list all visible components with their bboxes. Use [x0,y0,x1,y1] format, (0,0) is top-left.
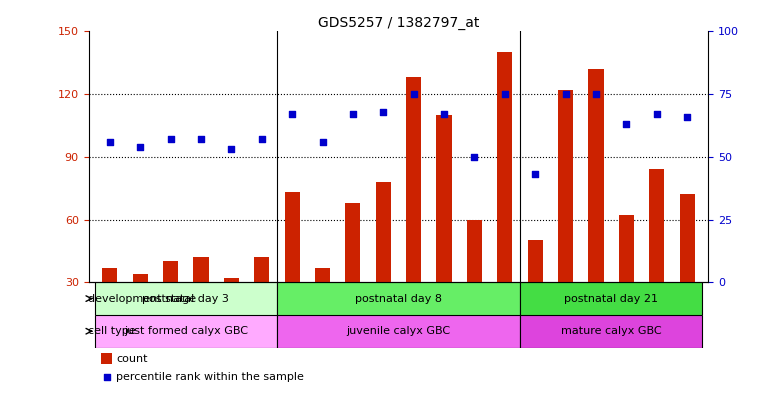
Point [529,171,541,178]
Point [104,139,116,145]
Text: cell type: cell type [88,326,136,336]
Bar [467,220,482,345]
Point [346,111,359,118]
Point [681,114,693,120]
Bar [101,353,112,364]
Point [590,91,602,97]
Bar [277,282,520,315]
Bar [497,52,512,345]
Bar [315,268,330,345]
Bar [619,215,634,345]
Point [468,154,480,160]
Text: postnatal day 21: postnatal day 21 [564,294,658,304]
Point [651,111,663,118]
Bar [285,193,300,345]
Bar [132,274,148,345]
Point [134,144,146,150]
Title: GDS5257 / 1382797_at: GDS5257 / 1382797_at [318,17,479,30]
Bar [406,77,421,345]
Text: just formed calyx GBC: just formed calyx GBC [124,326,248,336]
Bar [163,261,178,345]
Bar [193,257,209,345]
Bar [558,90,573,345]
Bar [376,182,391,345]
Point [438,111,450,118]
Bar [345,203,360,345]
Bar [102,268,117,345]
Bar [437,115,452,345]
Bar [224,278,239,345]
Text: count: count [116,354,148,364]
Point [377,108,390,115]
Point [560,91,572,97]
Bar [649,169,665,345]
Text: percentile rank within the sample: percentile rank within the sample [116,372,304,382]
Text: mature calyx GBC: mature calyx GBC [561,326,661,336]
Point [620,121,632,127]
Point [165,136,177,142]
Bar [520,315,702,347]
Bar [680,195,695,345]
Point [100,374,112,380]
Text: development stage: development stage [88,294,196,304]
Text: postnatal day 8: postnatal day 8 [355,294,442,304]
Point [407,91,420,97]
Bar [527,241,543,345]
Point [195,136,207,142]
Bar [95,282,277,315]
Point [316,139,329,145]
Bar [588,69,604,345]
Point [286,111,298,118]
Point [256,136,268,142]
Point [225,146,237,152]
Point [499,91,511,97]
Bar [254,257,270,345]
Bar [520,282,702,315]
Bar [95,315,277,347]
Bar [277,315,520,347]
Text: juvenile calyx GBC: juvenile calyx GBC [346,326,450,336]
Text: postnatal day 3: postnatal day 3 [142,294,229,304]
